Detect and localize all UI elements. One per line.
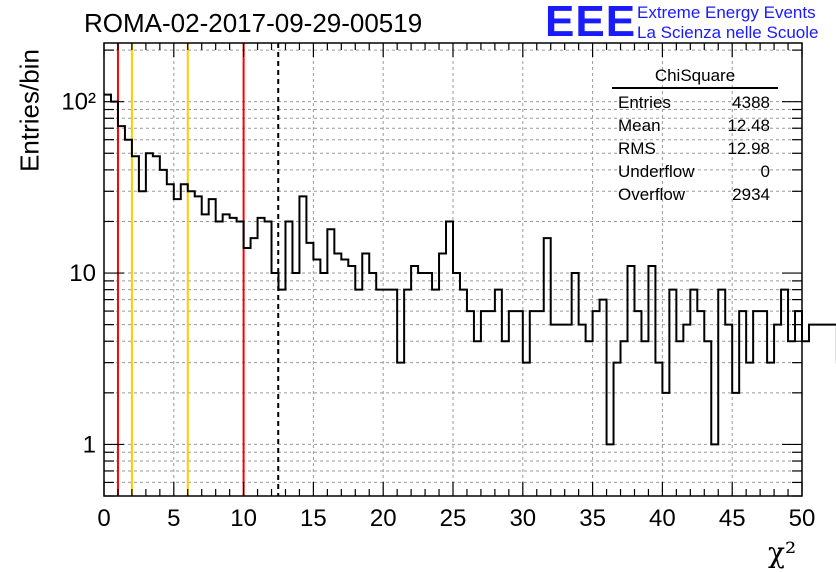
x-tick-label: 10	[230, 505, 257, 532]
stats-label: Underflow	[618, 162, 695, 181]
x-tick-label: 25	[440, 505, 467, 532]
x-tick-label: 5	[167, 505, 180, 532]
y-axis-label: Entries/bin	[14, 49, 45, 172]
stats-value: 12.48	[727, 116, 770, 135]
stats-value: 12.98	[727, 139, 770, 158]
stats-row-rms: RMS 12.98	[612, 137, 778, 160]
logo-line-1: Extreme Energy Events	[637, 3, 816, 22]
eee-logo-text: Extreme Energy Events La Scienza nelle S…	[637, 3, 818, 43]
stats-label: Mean	[618, 116, 661, 135]
y-tick-label: 10²	[61, 89, 96, 116]
stats-row-underflow: Underflow 0	[612, 160, 778, 183]
x-tick-label: 20	[370, 505, 397, 532]
stats-value: 4388	[732, 93, 770, 112]
x-tick-label: 45	[719, 505, 746, 532]
stats-value: 0	[760, 162, 770, 181]
x-tick-label: 35	[579, 505, 606, 532]
stats-row-overflow: Overflow 2934	[612, 183, 778, 206]
x-tick-label: 0	[97, 505, 110, 532]
stats-box: ChiSquare Entries 4388 Mean 12.48 RMS 12…	[612, 66, 778, 206]
x-tick-label: 40	[649, 505, 676, 532]
x-tick-label: 50	[789, 505, 816, 532]
stats-row-entries: Entries 4388	[612, 91, 778, 114]
chart-title: ROMA-02-2017-09-29-00519	[84, 8, 423, 38]
y-tick-label: 1	[83, 431, 96, 458]
x-tick-label: 30	[509, 505, 536, 532]
logo-line-2: La Scienza nelle Scuole	[637, 23, 819, 42]
stats-label: Entries	[618, 93, 671, 112]
stats-label: Overflow	[618, 185, 686, 204]
histogram-series	[104, 93, 836, 446]
stats-title: ChiSquare	[612, 66, 778, 89]
stats-value: 2934	[732, 185, 770, 204]
stats-row-mean: Mean 12.48	[612, 114, 778, 137]
stats-label: RMS	[618, 139, 656, 158]
x-axis-label: χ²	[768, 536, 797, 569]
y-tick-label: 10	[69, 260, 96, 287]
eee-logo: EEE	[545, 0, 637, 46]
x-tick-label: 15	[300, 505, 327, 532]
